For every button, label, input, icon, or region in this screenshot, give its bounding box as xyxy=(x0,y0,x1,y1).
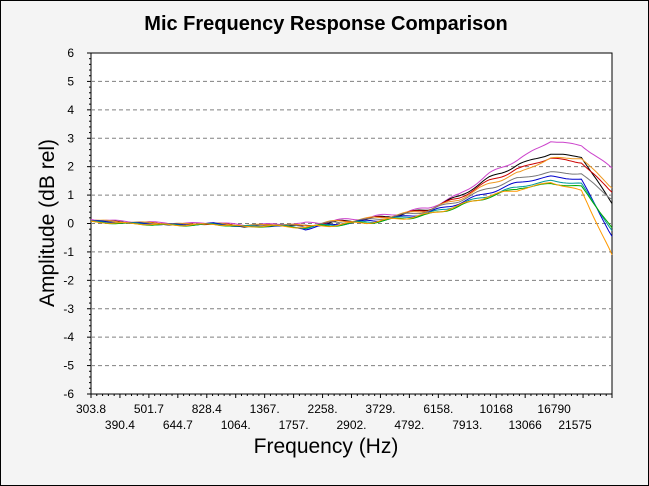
y-tick-label: 6 xyxy=(67,46,74,60)
y-tick-label: -2 xyxy=(63,273,74,287)
grid-lines xyxy=(91,80,612,367)
x-tick-label: 3729. xyxy=(365,402,395,416)
y-tick-label: -5 xyxy=(63,359,74,373)
x-tick-label: 10168 xyxy=(480,402,514,416)
series-lines xyxy=(90,141,613,256)
x-tick-label: 1757. xyxy=(279,418,309,432)
x-tick-label: 6158. xyxy=(423,402,453,416)
x-tick-label: 2258. xyxy=(308,402,338,416)
y-tick-label: 1 xyxy=(67,188,74,202)
x-tick-label: 16790 xyxy=(537,402,571,416)
series-line xyxy=(90,181,613,256)
x-tick-label: 7913. xyxy=(452,418,482,432)
y-tick-label: -6 xyxy=(63,387,74,401)
x-tick-label: 303.8 xyxy=(76,402,106,416)
x-tick-label: 4792. xyxy=(394,418,424,432)
y-tick-label: 0 xyxy=(67,217,74,231)
x-tick-label: 644.7 xyxy=(163,418,193,432)
y-tick-label: 5 xyxy=(67,74,74,88)
x-tick-label: 501.7 xyxy=(134,402,164,416)
x-tick-label: 21575 xyxy=(558,418,592,432)
x-axis-label: Frequency (Hz) xyxy=(254,435,399,458)
y-tick-label: 4 xyxy=(67,103,74,117)
y-tick-label: -3 xyxy=(63,302,74,316)
x-tick-label: 2902. xyxy=(336,418,366,432)
x-axis-ticks: 303.8 501.7 828.4 1367. 2258. 3729. 6158. 10168… xyxy=(76,394,613,432)
x-tick-label: 1367. xyxy=(250,402,280,416)
x-tick-label: 1064. xyxy=(221,418,251,432)
y-tick-label: -1 xyxy=(63,245,74,259)
x-tick-label: 828.4 xyxy=(192,402,222,416)
x-tick-label: 13066 xyxy=(508,418,542,432)
chart-title: Mic Frequency Response Comparison xyxy=(144,13,507,35)
y-tick-label: 2 xyxy=(67,160,74,174)
y-tick-label: -4 xyxy=(63,330,74,344)
x-tick-label: 390.4 xyxy=(105,418,135,432)
y-tick-label: 3 xyxy=(67,131,74,145)
y-axis-ticks: 6 5 4 3 2 1 0 -1 -2 -3 -4 -5 -6 xyxy=(63,46,91,401)
y-axis-label: Amplitude (dB rel) xyxy=(36,139,59,307)
